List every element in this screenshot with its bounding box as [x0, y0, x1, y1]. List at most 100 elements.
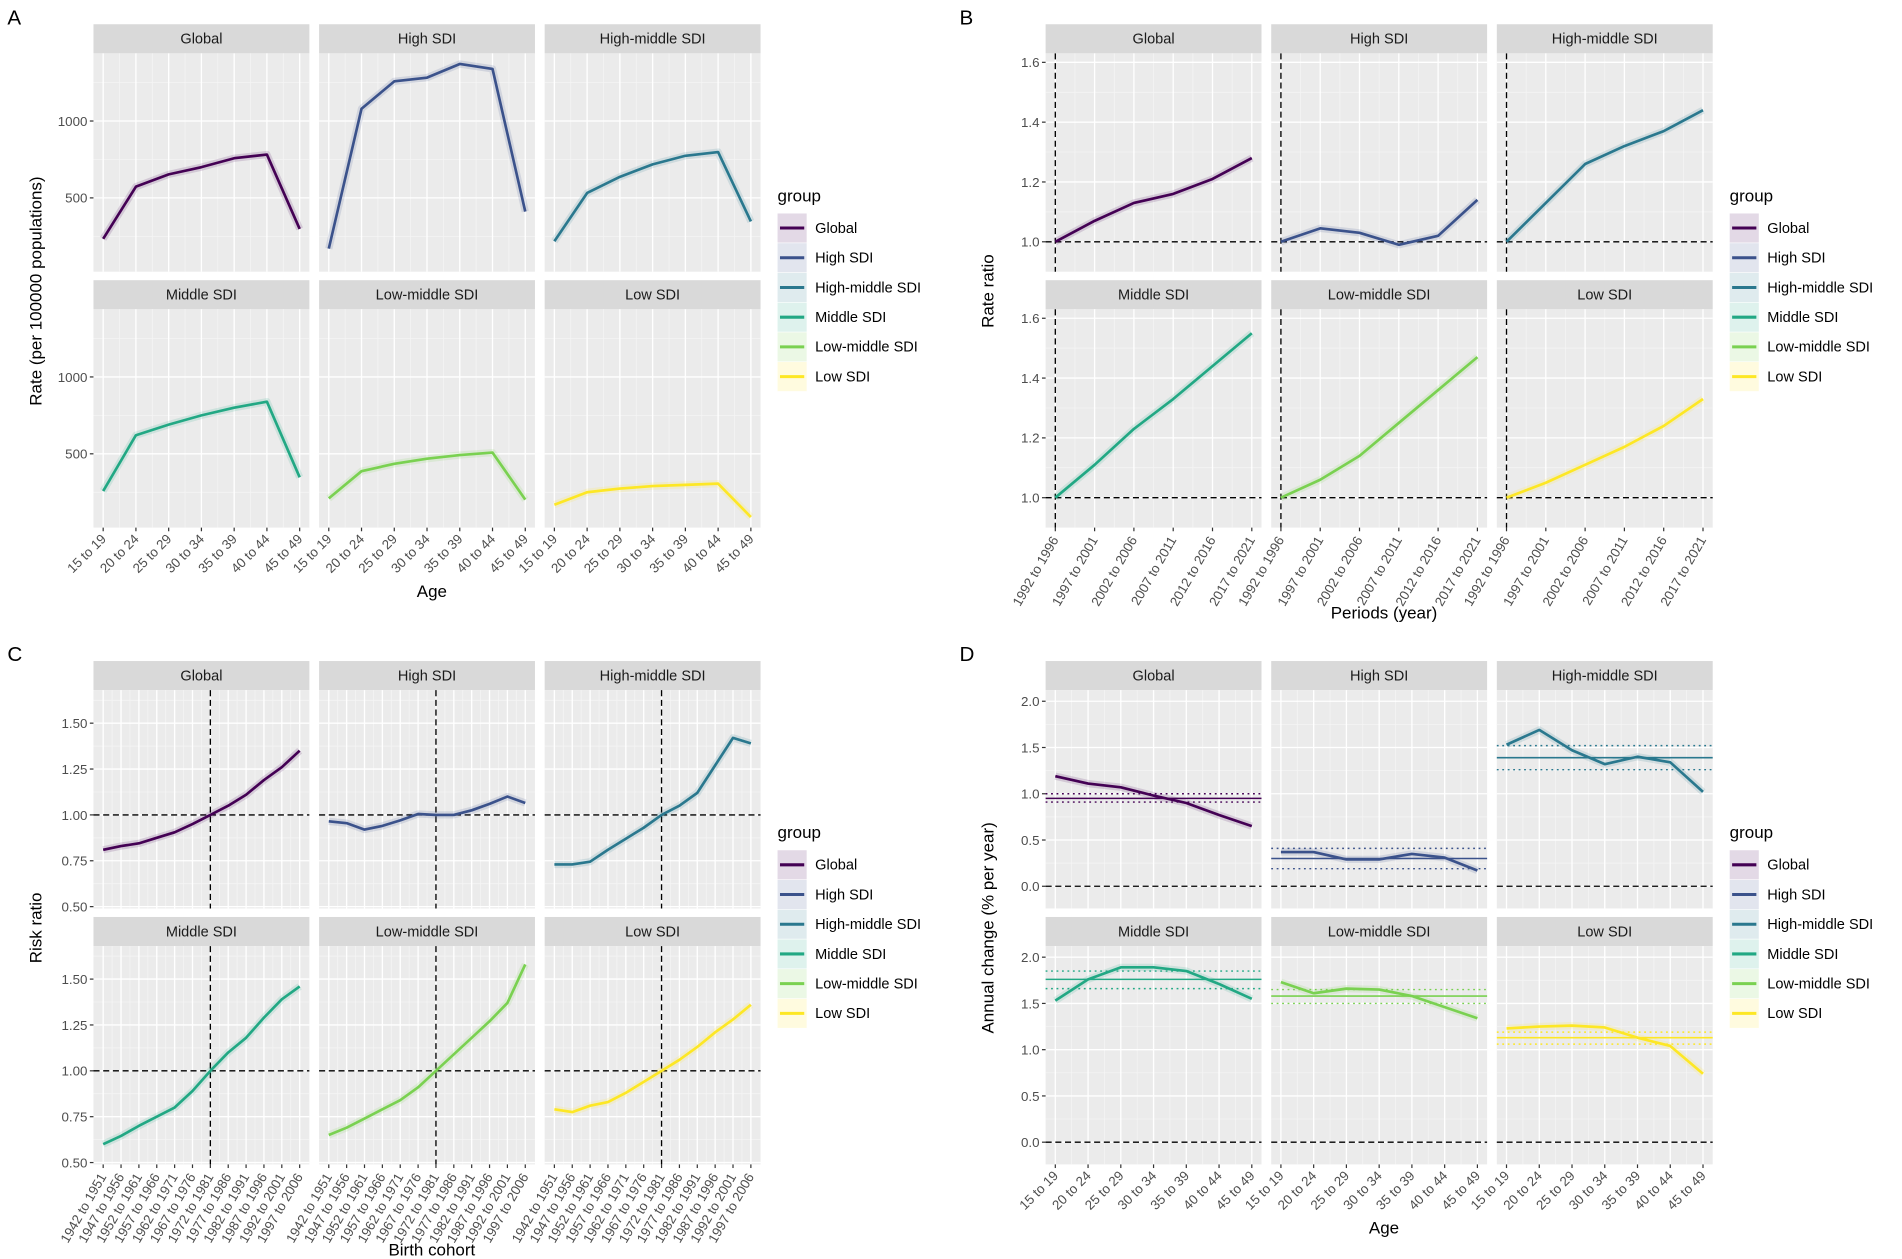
legend-title: group [1730, 186, 1773, 205]
y-axis-title: Annual change (% per year) [978, 822, 997, 1033]
legend-label: Low-middle SDI [815, 977, 918, 993]
facet-strip [1496, 661, 1713, 691]
legend-item: Low SDI [1729, 998, 1822, 1028]
legend-item: High SDI [777, 243, 873, 273]
y-tick-label: 1.00 [61, 1064, 87, 1079]
series-line-middle-sdi [102, 985, 301, 1146]
facet-high-middle-sdi: High-middle SDI [1496, 661, 1713, 909]
facet-strip [544, 661, 761, 691]
legend-label: Global [815, 858, 857, 874]
facet-title: Global [1133, 668, 1175, 684]
legend-label: Middle SDI [1767, 947, 1838, 963]
y-tick-label: 2.0 [1021, 950, 1040, 965]
legend-label: Low SDI [1767, 369, 1822, 385]
panel-letter: D [959, 643, 974, 666]
facet-strip [1045, 280, 1262, 310]
legend-item: Low SDI [1729, 362, 1822, 392]
legend-title: group [778, 823, 821, 842]
facet-title: Low SDI [1577, 288, 1632, 304]
legend-item: High-middle SDI [1729, 272, 1873, 303]
facet-title: High SDI [1350, 668, 1408, 684]
legend-item: Global [1729, 850, 1809, 880]
series-line-low-sdi [1506, 397, 1704, 499]
facet-global: Global 500 1000 [58, 24, 310, 272]
facet-strip [93, 24, 310, 54]
series-line-low-middle-sdi [328, 963, 527, 1137]
series-line-middle-sdi [1054, 332, 1253, 499]
y-tick-label: 1.4 [1021, 115, 1040, 130]
facet-title: Low SDI [1577, 924, 1632, 940]
legend-item: Middle SDI [1729, 302, 1838, 332]
legend-label: High-middle SDI [815, 280, 921, 296]
facet-strip [319, 661, 535, 691]
y-tick-label: 0.50 [61, 1155, 87, 1170]
legend-item: High-middle SDI [1729, 909, 1873, 939]
y-tick-label: 0.5 [1021, 833, 1040, 848]
y-tick-label: 0.0 [1021, 879, 1040, 894]
facet-strip [319, 280, 535, 310]
legend-label: High-middle SDI [1767, 917, 1873, 933]
y-tick-label: 1.5 [1021, 996, 1040, 1011]
legend: group Global High SDI High-middle SDI Middle… [1729, 823, 1873, 1028]
y-tick-label: 1.6 [1021, 311, 1040, 326]
facet-title: Middle SDI [166, 924, 237, 940]
y-tick-label: 1.25 [61, 762, 87, 777]
facet-strip [1271, 24, 1488, 54]
y-tick-label: 1.0 [1021, 787, 1040, 802]
y-tick-label: 1.00 [61, 808, 87, 823]
legend-item: High-middle SDI [777, 909, 921, 939]
y-tick-label: 1.0 [1021, 235, 1040, 250]
legend-item: Low-middle SDI [777, 332, 918, 362]
facet-strip [1271, 280, 1488, 310]
facet-title: High-middle SDI [600, 668, 706, 684]
series-line-high-middle-sdi [554, 736, 752, 866]
x-axis-title: Birth cohort [388, 1240, 475, 1259]
facet-strip [1045, 661, 1262, 691]
x-axis-title: Periods (year) [1331, 604, 1438, 623]
facet-title: High-middle SDI [600, 32, 706, 48]
legend-item: Global [777, 850, 857, 880]
panel-letter: B [959, 6, 973, 29]
panel-b: B Global 1.0 1.2 1.4 1.6 High SDI High-middle S… [959, 6, 1873, 622]
facet-high-sdi: High SDI [1271, 661, 1488, 909]
facet-strip [544, 24, 761, 54]
y-tick-label: 1.2 [1021, 175, 1040, 190]
facet-title: Low-middle SDI [1328, 288, 1431, 304]
y-axis-title: Risk ratio [26, 893, 45, 964]
legend-label: High SDI [1767, 887, 1825, 903]
legend-label: Low SDI [815, 369, 870, 385]
legend-label: Global [815, 221, 857, 237]
facet-strip [1271, 916, 1488, 947]
y-tick-label: 1.0 [1021, 1043, 1040, 1058]
facet-strip [93, 661, 310, 691]
y-tick-label: 0.5 [1021, 1089, 1040, 1104]
legend-label: Middle SDI [815, 947, 886, 963]
legend-label: High-middle SDI [815, 917, 921, 933]
legend-item: Low SDI [777, 362, 870, 392]
y-tick-label: 1.2 [1021, 431, 1040, 446]
y-tick-label: 0.75 [61, 854, 87, 869]
facet-high-middle-sdi: High-middle SDI [1496, 24, 1713, 272]
legend-label: High SDI [1767, 251, 1825, 267]
facet-title: Low SDI [625, 924, 680, 940]
facet-title: Global [180, 668, 222, 684]
facet-strip [1045, 24, 1262, 54]
legend-label: High SDI [815, 251, 873, 267]
legend-item: Low-middle SDI [1729, 332, 1870, 362]
facet-title: Low-middle SDI [376, 288, 479, 304]
y-tick-label: 0.0 [1021, 1135, 1040, 1150]
y-tick-label: 1.0 [1021, 491, 1040, 506]
legend-label: Middle SDI [815, 310, 886, 326]
legend-label: Low-middle SDI [815, 340, 918, 356]
facet-title: Global [1133, 32, 1175, 48]
legend-label: Low-middle SDI [1767, 340, 1870, 356]
facet-global: Global 1.0 1.2 1.4 1.6 [1021, 24, 1262, 272]
